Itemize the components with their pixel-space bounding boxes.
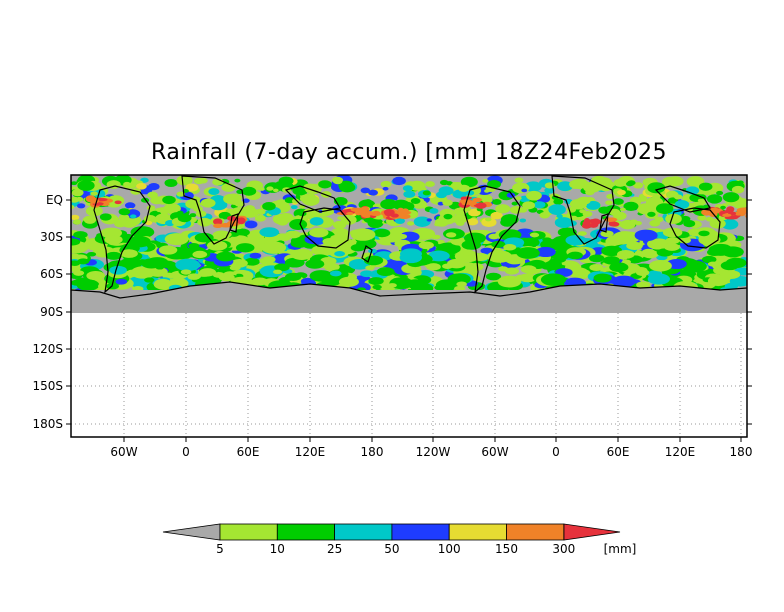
colorbar-bin [506,523,565,541]
lon-tick-label: 180 [361,445,384,459]
lon-tick-label: 60E [237,445,260,459]
australia-coast [299,207,351,249]
colorbar-bin [448,523,507,541]
colorbar-bin [219,523,278,541]
madagascar-coast [229,213,239,233]
lat-tick-label: 30S [40,230,63,244]
map-frame [70,174,748,438]
lon-tick-label: 120W [416,445,451,459]
lat-tick-label: EQ [46,193,63,207]
coastlines [71,175,747,299]
lat-tick-label: 60S [40,267,63,281]
longitude-axis: 60W 0 60E 120E 180 120W 60W 0 60E 120E 180 [110,437,752,459]
colorbar: 5 10 25 50 100 150 300 [mm] [162,523,637,556]
lon-tick-label: 120E [295,445,326,459]
maritime-continent-coast [284,185,341,213]
lat-tick-label: 150S [32,379,63,393]
lon-tick-label: 120E [665,445,696,459]
latitude-axis: EQ 30S 60S 90S 120S 150S 180S [32,193,752,431]
colorbar-threshold-label: 50 [384,542,399,556]
colorbar-threshold-label: 25 [327,542,342,556]
colorbar-threshold-label: 150 [495,542,518,556]
colorbar-threshold-label: 10 [270,542,285,556]
colorbar-threshold-label: 100 [438,542,461,556]
lat-tick-label: 90S [40,305,63,319]
colorbar-above-triangle [563,523,621,541]
africa-coast [181,175,245,245]
new-zealand-coast [361,245,373,263]
australia-coast [669,207,721,249]
south-america-coast [463,185,521,294]
colorbar-bin [276,523,335,541]
colorbar-threshold-label: 300 [552,542,575,556]
lon-tick-label: 60W [110,445,137,459]
precipitation-field [71,175,747,313]
antarctica-coast [71,281,747,299]
africa-coast [551,175,615,245]
map-title: Rainfall (7-day accum.) [mm] 18Z24Feb202… [151,140,667,165]
lat-tick-label: 120S [32,342,63,356]
lon-tick-label: 0 [182,445,190,459]
maritime-continent-coast [654,185,711,213]
grid-lines [71,313,747,437]
colorbar-below-triangle [162,523,221,541]
lon-tick-label: 60W [481,445,508,459]
lat-tick-label: 180S [32,417,63,431]
madagascar-coast [599,213,609,233]
lon-tick-label: 0 [552,445,560,459]
lon-tick-label: 60E [607,445,630,459]
colorbar-unit-label: [mm] [604,542,637,556]
colorbar-bin [391,523,450,541]
lon-tick-label: 180 [730,445,753,459]
south-america-coast [93,185,151,294]
colorbar-bin [334,523,393,541]
colorbar-threshold-label: 5 [216,542,224,556]
